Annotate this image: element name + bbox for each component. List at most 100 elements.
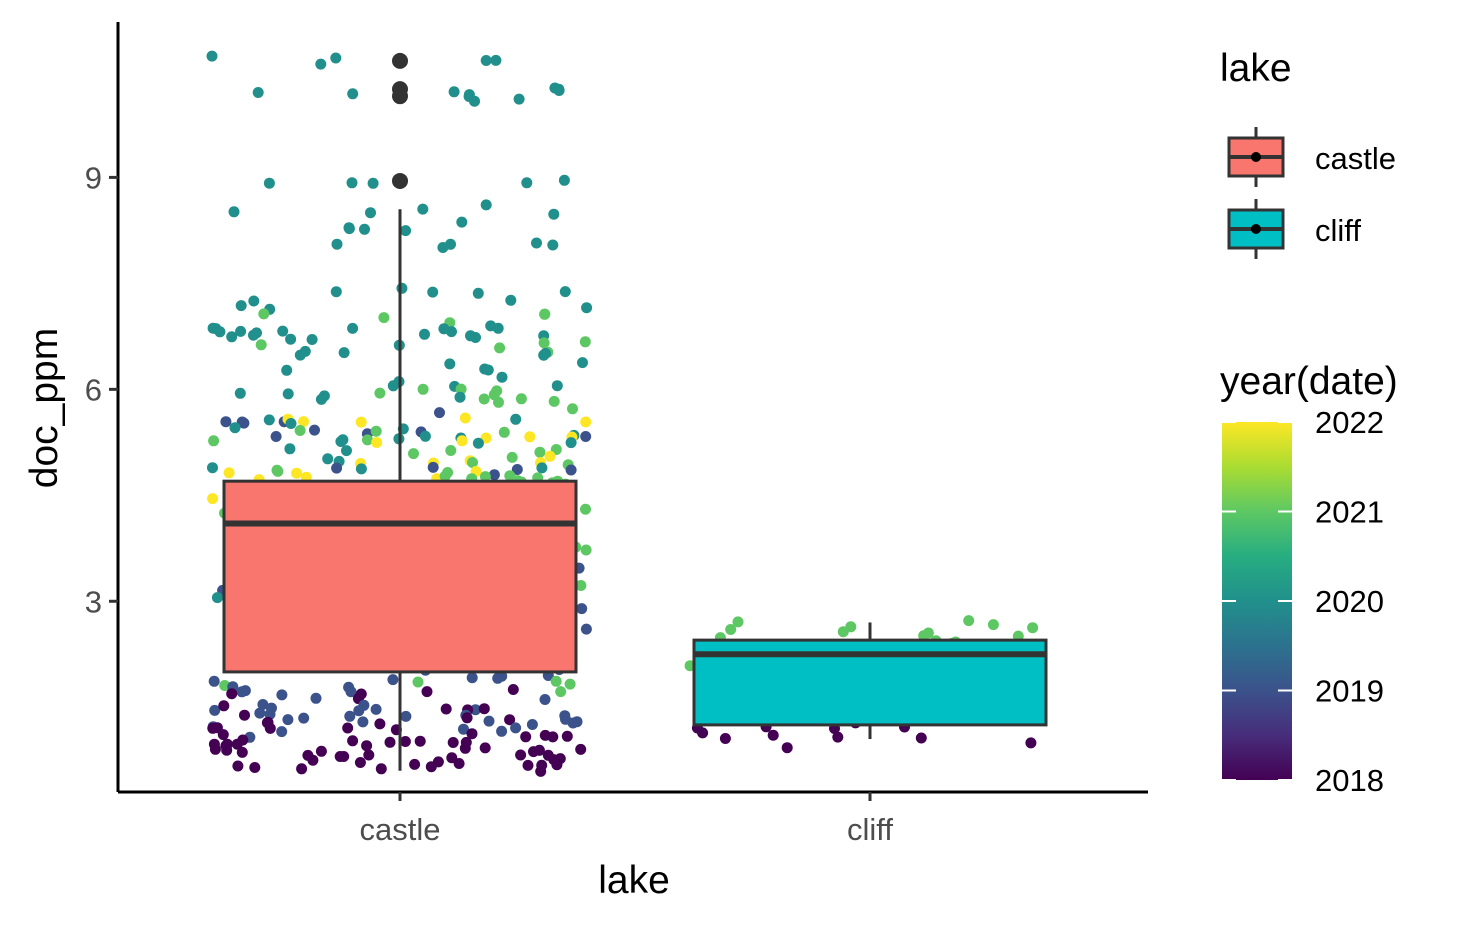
castle-point [387,380,399,392]
castle-point [459,412,471,424]
castle-point [485,320,497,332]
cliff-point [963,615,975,627]
castle-point [330,286,342,298]
castle-point [315,58,327,70]
castle-point [400,710,412,722]
castle-point [396,282,408,294]
legend-key-point [1251,224,1261,234]
castle-point [549,82,561,94]
castle-point [355,688,367,700]
castle-point [347,88,359,100]
castle-point [209,743,221,755]
castle-point [414,735,426,747]
castle-point [387,674,399,686]
castle-point [439,470,451,482]
castle-point [564,678,576,690]
castle-point [235,325,247,337]
castle-point [342,722,354,734]
castle-point [425,761,437,773]
castle-point [511,464,523,475]
castle-point [531,237,542,249]
legend-lake-title: lake [1220,47,1292,90]
legend-key-point [1251,152,1261,162]
axes: 3 6 9 castle cliff [85,22,1148,847]
castle-point [220,416,232,428]
castle-point [575,580,587,591]
castle-point [291,467,303,479]
castle-point [355,416,367,428]
castle-point [417,203,429,215]
castle-point [408,448,419,460]
castle-point [276,689,288,701]
castle-point [515,749,527,761]
boxes [222,52,1048,771]
castle-point [472,287,484,299]
castle-point [539,729,551,741]
castle-point [264,722,276,734]
cliff-point [832,731,844,743]
castle-point [510,413,522,425]
castle-point [547,239,559,251]
castle-point [580,503,591,515]
castle-point [236,686,248,698]
castle-point [456,216,468,228]
castle-point [478,393,490,405]
castle-point [257,699,269,710]
castle-point [228,206,240,218]
outlier-point [392,172,408,189]
castle-point [526,719,538,730]
castle-point [277,325,289,337]
cliff-point [1027,622,1039,634]
castle-point [362,434,373,446]
castle-point [479,363,491,375]
castle-point [567,717,579,729]
castle-point [559,286,571,298]
outlier-point [392,52,408,69]
y-tick-label: 3 [85,584,102,619]
castle-point [249,762,261,773]
castle-point [371,437,383,448]
castle-point [361,740,373,752]
castle-point [536,462,548,474]
castle-point [480,199,492,211]
castle-point [217,729,229,741]
castle-point [504,470,516,482]
castle-point [258,308,270,320]
castle-point [493,396,504,408]
castle-point [384,736,396,748]
castle-point [492,672,504,684]
legend-lake: lake castle cliff [1220,47,1396,259]
castle-point [248,329,259,341]
castle-point [378,312,390,324]
castle-point [252,87,264,98]
castle-point [355,463,367,475]
castle-point [209,704,221,716]
castle-point [285,333,297,345]
castle-point [284,443,296,455]
castle-point [535,765,547,777]
castle-point [207,462,218,474]
castle-point [555,686,567,698]
castle-point [346,177,358,189]
castle-point [434,407,445,419]
castle-point [533,744,545,756]
castle-point [575,743,587,755]
castle-point [272,465,284,477]
castle-point [515,393,527,405]
castle-point [520,731,532,743]
y-tick-label: 9 [85,160,102,195]
castle-point [488,469,500,481]
castle-point [456,435,468,447]
castle-point [565,464,577,476]
castle-point [341,445,352,457]
castle-point [581,302,593,314]
colorbar-label: 2019 [1315,674,1384,709]
colorbar-label: 2018 [1315,763,1384,798]
castle-point [263,177,275,189]
legend-label-castle: castle [1315,141,1396,176]
castle-point [445,445,457,456]
cliff-point [719,733,731,744]
castle-point [558,174,570,186]
castle-point [235,300,247,312]
